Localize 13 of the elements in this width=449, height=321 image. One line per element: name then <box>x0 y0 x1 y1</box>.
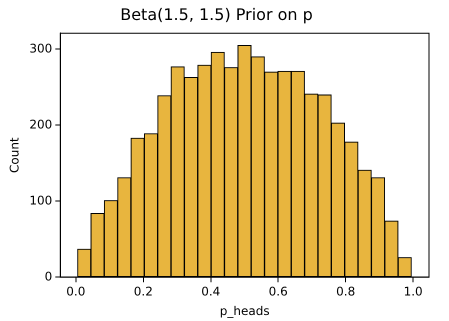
y-axis-title: Count <box>7 137 22 174</box>
x-tick-label: 0.8 <box>336 284 356 299</box>
x-tick-label: 0.2 <box>134 284 153 299</box>
x-tick-label: 0.0 <box>66 284 86 299</box>
x-tick-label: 0.4 <box>201 284 220 299</box>
y-tick-label: 0 <box>44 269 52 284</box>
y-tick-label: 100 <box>29 193 52 208</box>
chart-title: Beta(1.5, 1.5) Prior on p <box>120 4 313 24</box>
x-tick-label: 0.6 <box>268 284 288 299</box>
x-axis-title: p_heads <box>220 304 270 318</box>
x-tick-label: 1.0 <box>404 284 423 299</box>
y-tick-label: 200 <box>29 117 52 132</box>
y-tick-label: 300 <box>29 41 52 56</box>
